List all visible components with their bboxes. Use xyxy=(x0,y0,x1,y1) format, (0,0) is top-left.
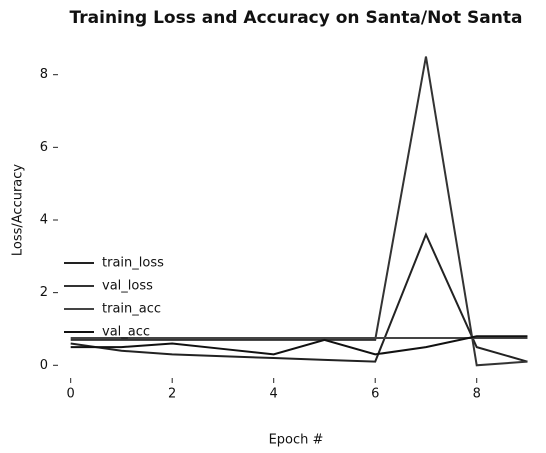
y-tick-label: 6 xyxy=(40,140,48,155)
series-line xyxy=(70,335,528,356)
x-tick-label: 0 xyxy=(67,387,75,402)
x-axis-label: Epoch # xyxy=(269,433,324,448)
chart-title: Training Loss and Accuracy on Santa/Not … xyxy=(70,8,523,28)
y-axis-label: Loss/Accuracy xyxy=(11,164,26,257)
y-tick-label: 8 xyxy=(40,67,48,82)
legend-label: val_loss xyxy=(102,279,153,294)
x-tick-label: 8 xyxy=(473,387,481,402)
series-line xyxy=(70,56,528,367)
y-tick-label: 2 xyxy=(40,285,48,300)
y-tick-label: 0 xyxy=(40,358,48,373)
legend-label: val_acc xyxy=(102,325,150,340)
x-tick-label: 2 xyxy=(168,387,176,402)
y-tick-label: 4 xyxy=(40,212,48,227)
series-line xyxy=(70,231,528,363)
x-tick-label: 6 xyxy=(371,387,379,402)
legend-label: train_acc xyxy=(102,302,161,317)
x-tick-label: 4 xyxy=(270,387,278,402)
legend-label: train_loss xyxy=(102,256,164,271)
